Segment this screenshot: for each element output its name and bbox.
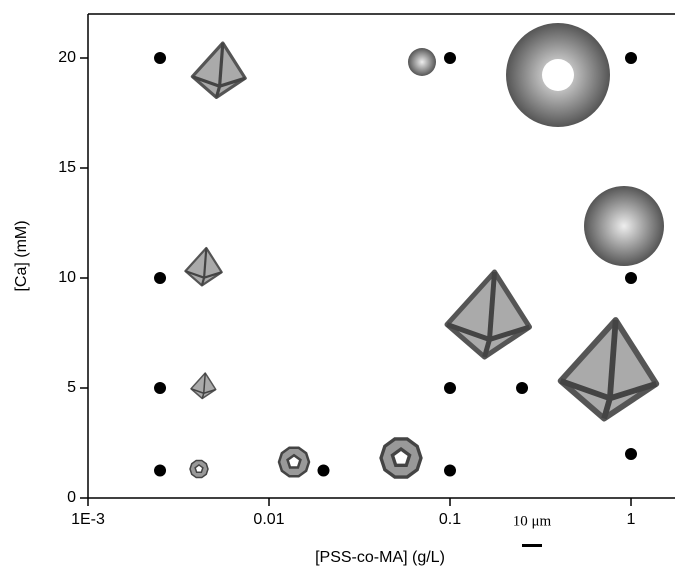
- point: [516, 382, 529, 394]
- dodecahedron-face: [390, 446, 412, 467]
- x-tick-label: 0.01: [253, 511, 284, 528]
- octahedron-edge: [201, 393, 205, 399]
- octahedron-edge: [218, 42, 225, 87]
- sphere: [584, 186, 664, 266]
- x-tick-label: 0.1: [439, 511, 461, 528]
- octahedron-edge: [203, 388, 216, 394]
- dodecahedron-face: [286, 453, 302, 469]
- y-tick-label: 10: [58, 269, 76, 286]
- hollow-sphere-core: [542, 59, 574, 91]
- octahedron-edge: [185, 270, 205, 279]
- point: [444, 464, 457, 477]
- octahedron-edge: [190, 388, 204, 394]
- dodecahedron-face: [194, 464, 204, 474]
- point: [317, 464, 330, 477]
- octahedron-edge: [482, 338, 492, 358]
- octahedron-edge: [203, 271, 223, 279]
- octahedron-edge: [203, 247, 208, 278]
- point: [444, 52, 457, 64]
- point: [154, 464, 167, 477]
- x-tick-label: 1E-3: [71, 511, 105, 528]
- octahedron-edge: [446, 322, 491, 342]
- octahedron-edge: [601, 397, 613, 420]
- x-tick-label: 1: [627, 511, 636, 528]
- sphere: [408, 48, 436, 76]
- octahedron-edge: [609, 381, 658, 402]
- octahedron-edge: [219, 76, 246, 88]
- point: [444, 382, 457, 394]
- y-tick-label: 0: [67, 489, 76, 506]
- point: [154, 382, 167, 394]
- octahedron-edge: [214, 85, 222, 98]
- y-tick-label: 15: [58, 159, 76, 176]
- scale-bar: [522, 544, 542, 547]
- x-axis-label: [PSS-co-MA] (g/L): [315, 549, 445, 566]
- octahedron-edge: [200, 277, 206, 286]
- octahedron-edge: [203, 372, 206, 394]
- y-axis-label: [Ca] (mM): [13, 220, 30, 291]
- octahedron-edge: [191, 75, 221, 88]
- particle-images: [184, 23, 664, 479]
- octahedron-edge: [559, 378, 611, 402]
- point: [625, 448, 638, 460]
- point: [625, 52, 638, 64]
- octahedron-edge: [488, 324, 531, 342]
- point: [625, 272, 638, 284]
- point: [154, 272, 167, 284]
- scale-bar-label: 10 μm: [513, 513, 552, 529]
- point: [154, 52, 167, 64]
- octahedron-edge: [607, 319, 619, 399]
- y-tick-label: 20: [58, 49, 76, 66]
- y-tick-label: 5: [67, 379, 76, 396]
- octahedron-edge: [487, 271, 497, 340]
